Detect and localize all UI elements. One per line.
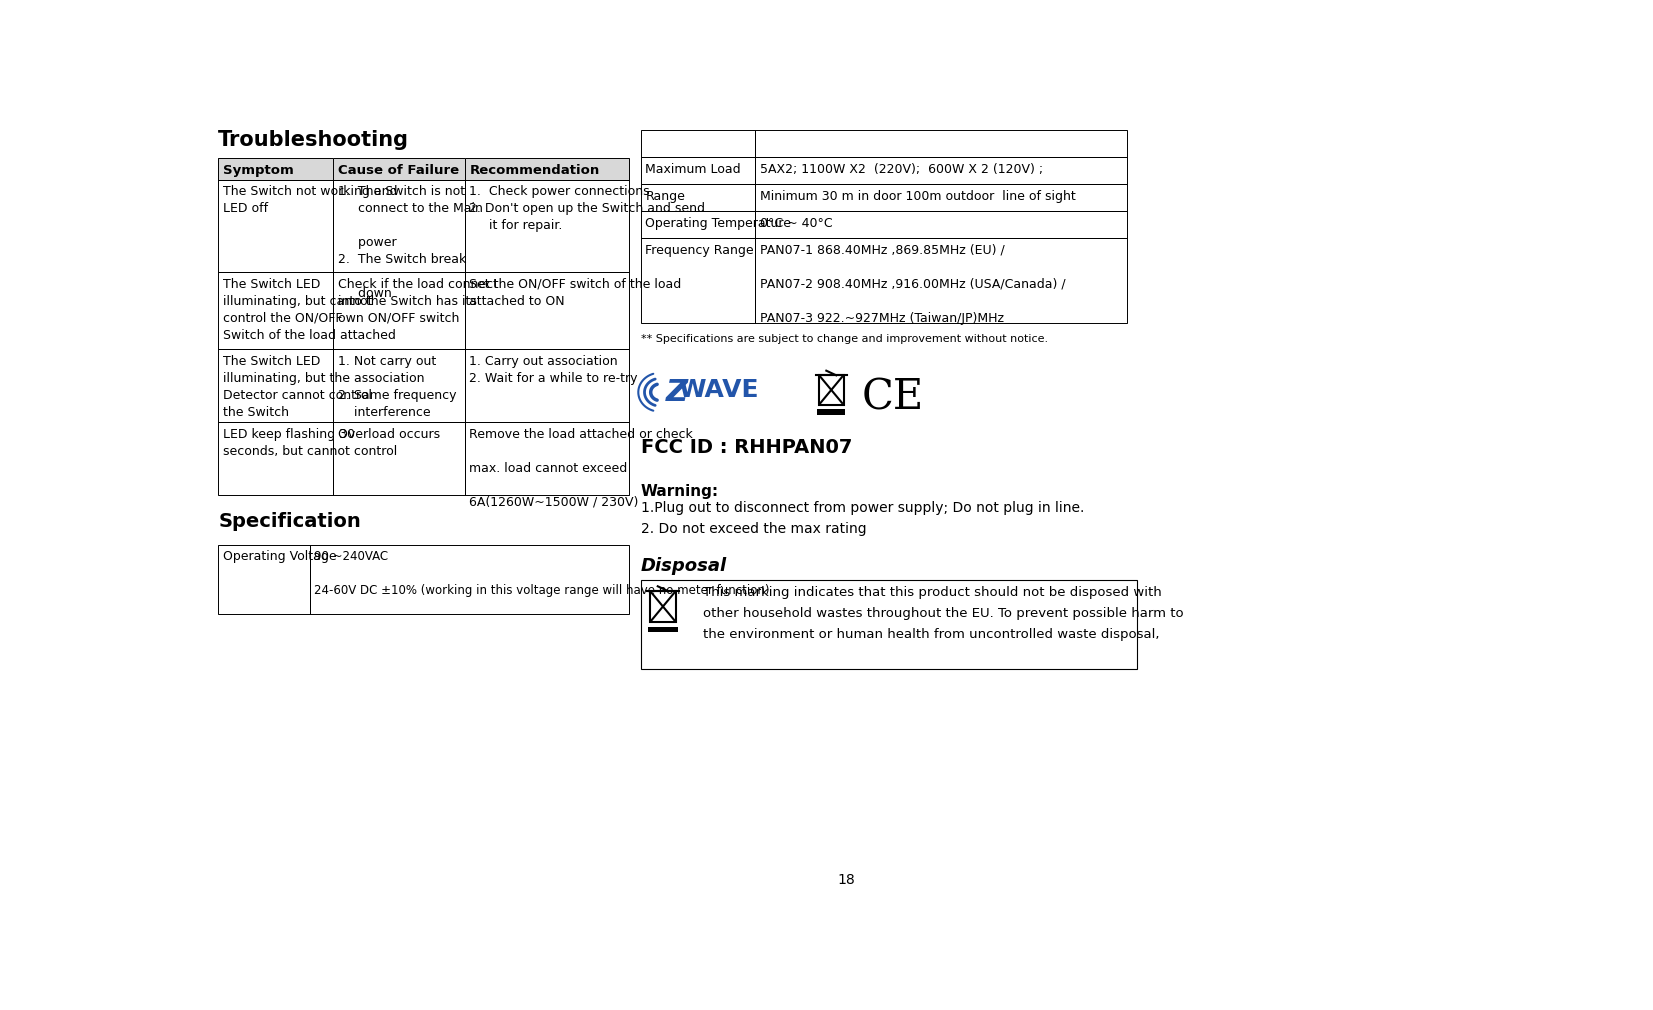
Bar xyxy=(641,211,755,238)
Text: Operating Temperature: Operating Temperature xyxy=(645,217,792,229)
Text: Remove the load attached or check

max. load cannot exceed

6A(1260W~1500W / 230: Remove the load attached or check max. l… xyxy=(469,427,693,509)
Bar xyxy=(641,130,755,158)
Bar xyxy=(332,422,464,496)
Text: The Switch not working and
LED off: The Switch not working and LED off xyxy=(223,185,397,215)
Text: Specification: Specification xyxy=(218,512,360,531)
Text: Disposal: Disposal xyxy=(641,558,727,575)
Text: Check if the load connect
into the Switch has its
own ON/OFF switch: Check if the load connect into the Switc… xyxy=(337,278,498,324)
Bar xyxy=(641,185,755,211)
Text: ** Specifications are subject to change and improvement without notice.: ** Specifications are subject to change … xyxy=(641,333,1048,343)
Bar xyxy=(641,580,1137,669)
Bar xyxy=(464,349,630,422)
Text: This marking indicates that this product should not be disposed with
other house: This marking indicates that this product… xyxy=(703,586,1184,641)
Bar xyxy=(218,422,332,496)
Bar xyxy=(464,159,630,180)
Text: LED keep flashing 30
seconds, but cannot control: LED keep flashing 30 seconds, but cannot… xyxy=(223,427,397,458)
Text: Cause of Failure: Cause of Failure xyxy=(337,164,460,177)
Text: 1.  The Switch is not
     connect to the Main

     power
2.  The Switch break
: 1. The Switch is not connect to the Main… xyxy=(337,185,483,300)
Bar xyxy=(755,158,1127,185)
Text: Z: Z xyxy=(666,379,688,407)
Text: Set the ON/OFF switch of the load
attached to ON: Set the ON/OFF switch of the load attach… xyxy=(469,278,681,307)
Text: The Switch LED
illuminating, but the
Detector cannot control
the Switch: The Switch LED illuminating, but the Det… xyxy=(223,355,372,418)
Text: 1. Carry out association
2. Wait for a while to re-try: 1. Carry out association 2. Wait for a w… xyxy=(469,355,638,385)
Bar xyxy=(309,544,630,614)
Text: WAVE: WAVE xyxy=(679,379,759,402)
Bar xyxy=(464,180,630,272)
Text: Frequency Range: Frequency Range xyxy=(645,243,754,257)
Bar xyxy=(641,158,755,185)
Text: 0°C ~ 40°C: 0°C ~ 40°C xyxy=(760,217,833,229)
Text: Range: Range xyxy=(645,190,684,203)
Bar xyxy=(648,626,678,632)
Bar xyxy=(332,272,464,349)
Text: 1.  Check power connections
2. Don't open up the Switch and send
     it for rep: 1. Check power connections 2. Don't open… xyxy=(469,185,706,232)
Text: 5AX2; 1100W X2  (220V);  600W X 2 (120V) ;: 5AX2; 1100W X2 (220V); 600W X 2 (120V) ; xyxy=(760,163,1043,176)
Text: 18: 18 xyxy=(838,874,856,888)
Text: Overload occurs: Overload occurs xyxy=(337,427,440,440)
Text: 1.Plug out to disconnect from power supply; Do not plug in line.: 1.Plug out to disconnect from power supp… xyxy=(641,501,1084,515)
Bar xyxy=(818,376,843,405)
Bar xyxy=(464,159,630,180)
Text: Minimum 30 m in door 100m outdoor  line of sight: Minimum 30 m in door 100m outdoor line o… xyxy=(760,190,1076,203)
Bar xyxy=(755,130,1127,158)
Text: 2. Do not exceed the max rating: 2. Do not exceed the max rating xyxy=(641,522,866,536)
Bar xyxy=(218,180,332,272)
Bar xyxy=(755,238,1127,323)
Bar xyxy=(755,211,1127,238)
Text: FCC ID : RHHPAN07: FCC ID : RHHPAN07 xyxy=(641,437,851,457)
Text: Warning:: Warning: xyxy=(641,484,719,499)
Text: Troubleshooting: Troubleshooting xyxy=(218,130,410,150)
Text: Maximum Load: Maximum Load xyxy=(645,163,741,176)
Bar xyxy=(218,159,332,180)
Bar xyxy=(464,272,630,349)
Bar xyxy=(218,159,332,180)
Bar xyxy=(332,349,464,422)
Bar xyxy=(218,544,309,614)
Text: 1. Not carry out
    association
2. Same frequency
    interference: 1. Not carry out association 2. Same fre… xyxy=(337,355,456,418)
Text: Symptom: Symptom xyxy=(223,164,294,177)
Text: Operating Voltage: Operating Voltage xyxy=(223,550,337,564)
Bar xyxy=(218,272,332,349)
Bar xyxy=(650,591,676,622)
Bar xyxy=(332,159,464,180)
Bar xyxy=(332,159,464,180)
Bar xyxy=(464,422,630,496)
Bar xyxy=(817,409,845,414)
Bar xyxy=(755,185,1127,211)
Bar xyxy=(332,180,464,272)
Text: Recommendation: Recommendation xyxy=(469,164,600,177)
Bar xyxy=(218,349,332,422)
Text: PAN07-1 868.40MHz ,869.85MHz (EU) /

PAN07-2 908.40MHz ,916.00MHz (USA/Canada) /: PAN07-1 868.40MHz ,869.85MHz (EU) / PAN0… xyxy=(760,243,1066,324)
Text: 90 ~240VAC

24-60V DC ±10% (working in this voltage range will have no meter fun: 90 ~240VAC 24-60V DC ±10% (working in th… xyxy=(314,550,770,597)
Text: The Switch LED
illuminating, but cannot
control the ON/OFF
Switch of the load at: The Switch LED illuminating, but cannot … xyxy=(223,278,395,341)
Bar xyxy=(641,238,755,323)
Text: CE: CE xyxy=(861,377,924,419)
